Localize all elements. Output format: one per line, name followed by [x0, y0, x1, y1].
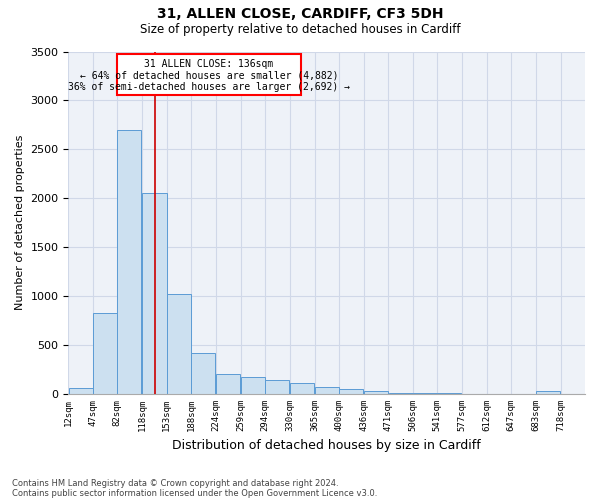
Text: Size of property relative to detached houses in Cardiff: Size of property relative to detached ho… [140, 22, 460, 36]
Bar [118, 130, 142, 394]
Text: 31, ALLEN CLOSE, CARDIFF, CF3 5DH: 31, ALLEN CLOSE, CARDIFF, CF3 5DH [157, 8, 443, 22]
Bar [364, 391, 388, 394]
Bar [241, 377, 265, 394]
Bar [217, 374, 241, 394]
Bar [437, 393, 461, 394]
Text: 36% of semi-detached houses are larger (2,692) →: 36% of semi-detached houses are larger (… [68, 82, 350, 92]
Text: Contains public sector information licensed under the Open Government Licence v3: Contains public sector information licen… [12, 488, 377, 498]
X-axis label: Distribution of detached houses by size in Cardiff: Distribution of detached houses by size … [172, 440, 481, 452]
Bar [68, 388, 92, 394]
Bar [191, 353, 215, 394]
Text: Contains HM Land Registry data © Crown copyright and database right 2024.: Contains HM Land Registry data © Crown c… [12, 478, 338, 488]
Bar [314, 387, 339, 394]
Bar [389, 393, 413, 394]
Bar [536, 391, 560, 394]
Bar [413, 393, 437, 394]
Text: 31 ALLEN CLOSE: 136sqm: 31 ALLEN CLOSE: 136sqm [144, 59, 274, 69]
Bar [265, 380, 289, 394]
Bar [93, 313, 117, 394]
Text: ← 64% of detached houses are smaller (4,882): ← 64% of detached houses are smaller (4,… [80, 70, 338, 81]
FancyBboxPatch shape [117, 54, 301, 95]
Bar [167, 294, 191, 394]
Y-axis label: Number of detached properties: Number of detached properties [15, 135, 25, 310]
Bar [339, 389, 363, 394]
Bar [142, 194, 167, 394]
Bar [290, 384, 314, 394]
